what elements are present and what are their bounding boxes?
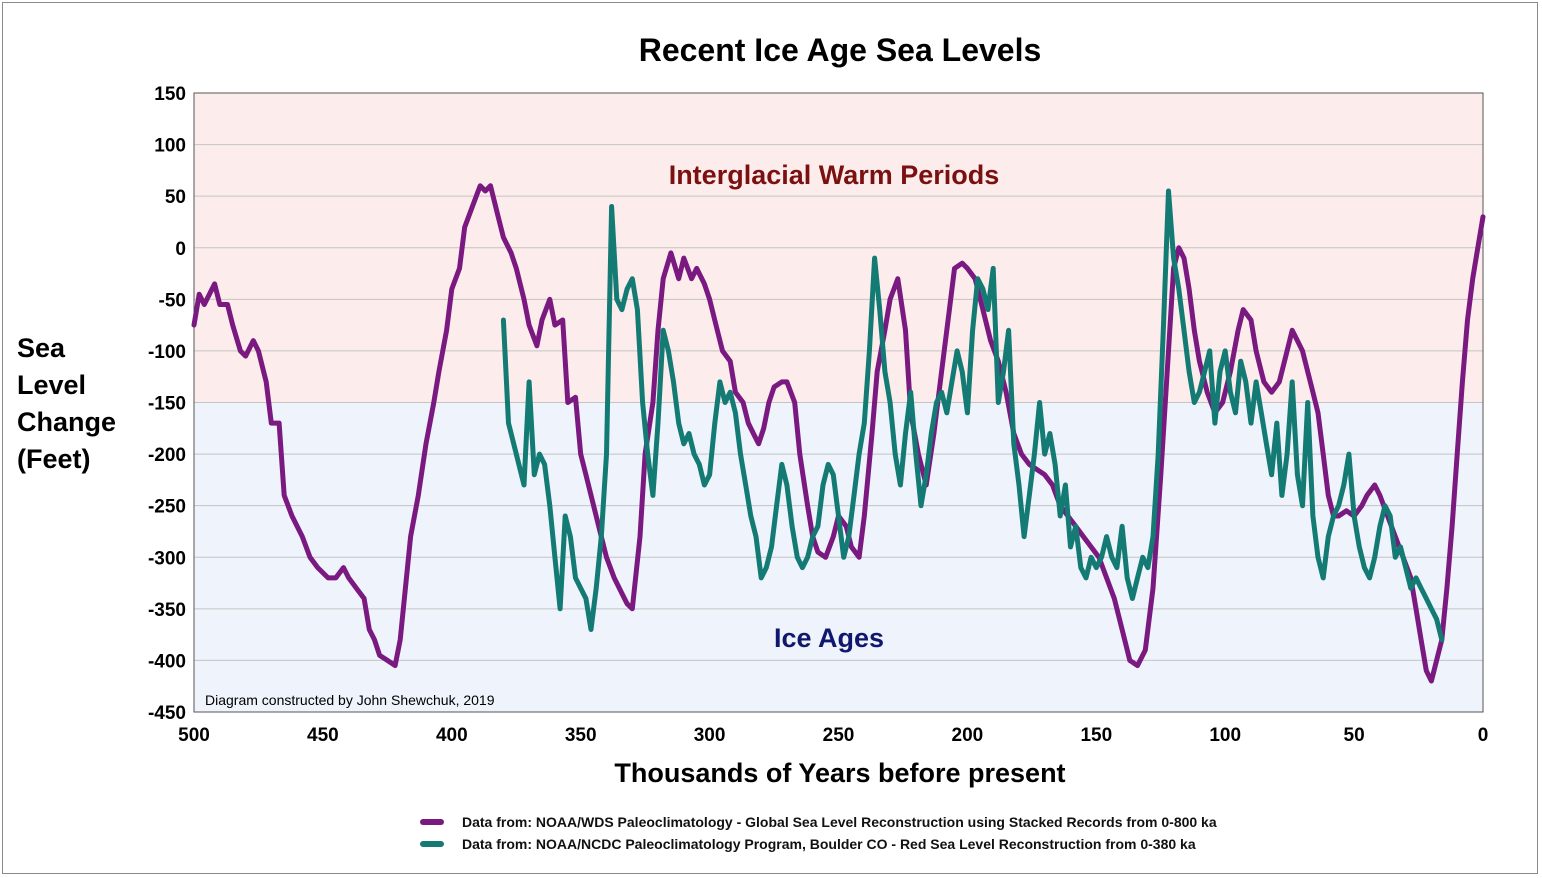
x-tick-label: 250 [823,725,855,746]
x-tick-label: 150 [1080,725,1112,746]
legend-item-noaa-wds: Data from: NOAA/WDS Paleoclimatology - G… [420,811,1217,833]
y-tick-label: -450 [148,703,186,724]
y-axis-label-line: (Feet) [17,444,91,474]
series-line-noaa-wds [191,183,1486,684]
y-tick-label: -300 [148,548,186,569]
y-tick-label: 100 [154,136,186,157]
y-axis-label-line: Change [17,407,117,437]
x-tick-label: 100 [1209,725,1241,746]
y-tick-label: 50 [165,187,186,208]
ice-age-label: Ice Ages [774,623,884,653]
credit-label: Diagram constructed by John Shewchuk, 20… [205,692,495,708]
x-tick-label: 450 [307,725,339,746]
warm-period-label: Interglacial Warm Periods [669,160,1000,190]
plot-border [193,92,1484,713]
y-tick-label: -150 [148,394,186,415]
y-tick-label: -350 [148,600,186,621]
x-tick-label: 300 [694,725,726,746]
x-tick-label: 200 [952,725,984,746]
x-tick-label: 350 [565,725,597,746]
y-axis-label-line: Level [17,370,87,400]
legend: Data from: NOAA/WDS Paleoclimatology - G… [420,811,1217,855]
x-tick-label: 50 [1344,725,1365,746]
y-tick-label: 0 [175,239,186,260]
series-line-noaa-ncdc [500,188,1445,643]
legend-swatch-noaa-ncdc [420,841,444,847]
x-tick-label: 500 [178,725,210,746]
legend-item-noaa-ncdc: Data from: NOAA/NCDC Paleoclimatology Pr… [420,833,1217,855]
legend-label-noaa-ncdc: Data from: NOAA/NCDC Paleoclimatology Pr… [462,836,1196,852]
y-tick-label: 150 [154,84,186,105]
chart-title: Recent Ice Age Sea Levels [638,32,1042,68]
y-tick-label: -100 [148,342,186,363]
legend-swatch-noaa-wds [420,819,444,825]
x-axis-label: Thousands of Years before present [614,758,1066,788]
y-tick-label: -50 [159,290,186,311]
legend-label-noaa-wds: Data from: NOAA/WDS Paleoclimatology - G… [462,814,1217,830]
x-tick-label: 400 [436,725,468,746]
x-tick-label: 0 [1478,725,1489,746]
y-tick-label: -250 [148,497,186,518]
y-tick-label: -200 [148,445,186,466]
y-axis-label-line: Sea [17,333,66,363]
y-tick-label: -400 [148,651,186,672]
y-axis-label: Sea Level Change (Feet) [17,330,116,478]
